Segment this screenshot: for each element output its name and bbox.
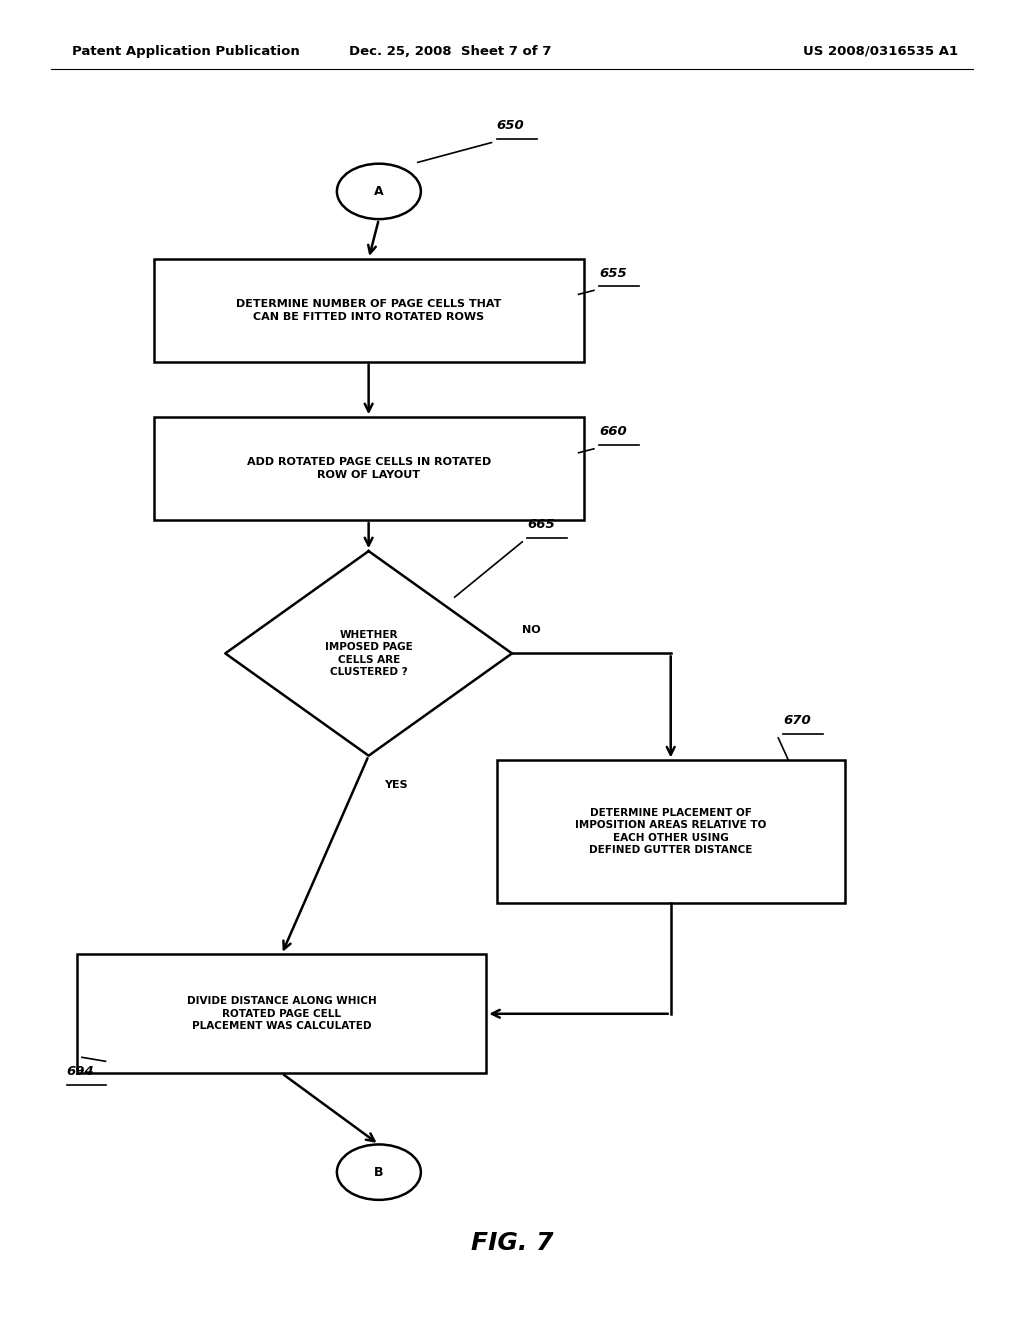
Text: 660: 660 [599, 425, 627, 438]
Text: A: A [374, 185, 384, 198]
Text: 650: 650 [497, 119, 524, 132]
Text: Dec. 25, 2008  Sheet 7 of 7: Dec. 25, 2008 Sheet 7 of 7 [349, 45, 552, 58]
Bar [77, 954, 486, 1073]
Text: ADD ROTATED PAGE CELLS IN ROTATED
ROW OF LAYOUT: ADD ROTATED PAGE CELLS IN ROTATED ROW OF… [247, 457, 490, 480]
Text: 670: 670 [783, 714, 811, 727]
Text: YES: YES [384, 780, 408, 789]
Text: 655: 655 [599, 267, 627, 280]
Bar [154, 259, 584, 362]
Bar [497, 760, 845, 903]
Bar [154, 417, 584, 520]
Text: FIG. 7: FIG. 7 [471, 1232, 553, 1255]
Text: DETERMINE NUMBER OF PAGE CELLS THAT
CAN BE FITTED INTO ROTATED ROWS: DETERMINE NUMBER OF PAGE CELLS THAT CAN … [236, 298, 502, 322]
Text: Patent Application Publication: Patent Application Publication [72, 45, 299, 58]
Ellipse shape [337, 1144, 421, 1200]
Text: NO: NO [522, 624, 541, 635]
Text: B: B [374, 1166, 384, 1179]
Ellipse shape [337, 164, 421, 219]
Text: 665: 665 [527, 519, 555, 531]
Text: WHETHER
IMPOSED PAGE
CELLS ARE
CLUSTERED ?: WHETHER IMPOSED PAGE CELLS ARE CLUSTERED… [325, 630, 413, 677]
Text: DETERMINE PLACEMENT OF
IMPOSITION AREAS RELATIVE TO
EACH OTHER USING
DEFINED GUT: DETERMINE PLACEMENT OF IMPOSITION AREAS … [575, 808, 766, 855]
Text: 694: 694 [67, 1065, 94, 1078]
Text: US 2008/0316535 A1: US 2008/0316535 A1 [803, 45, 958, 58]
Text: DIVIDE DISTANCE ALONG WHICH
ROTATED PAGE CELL
PLACEMENT WAS CALCULATED: DIVIDE DISTANCE ALONG WHICH ROTATED PAGE… [186, 997, 377, 1031]
